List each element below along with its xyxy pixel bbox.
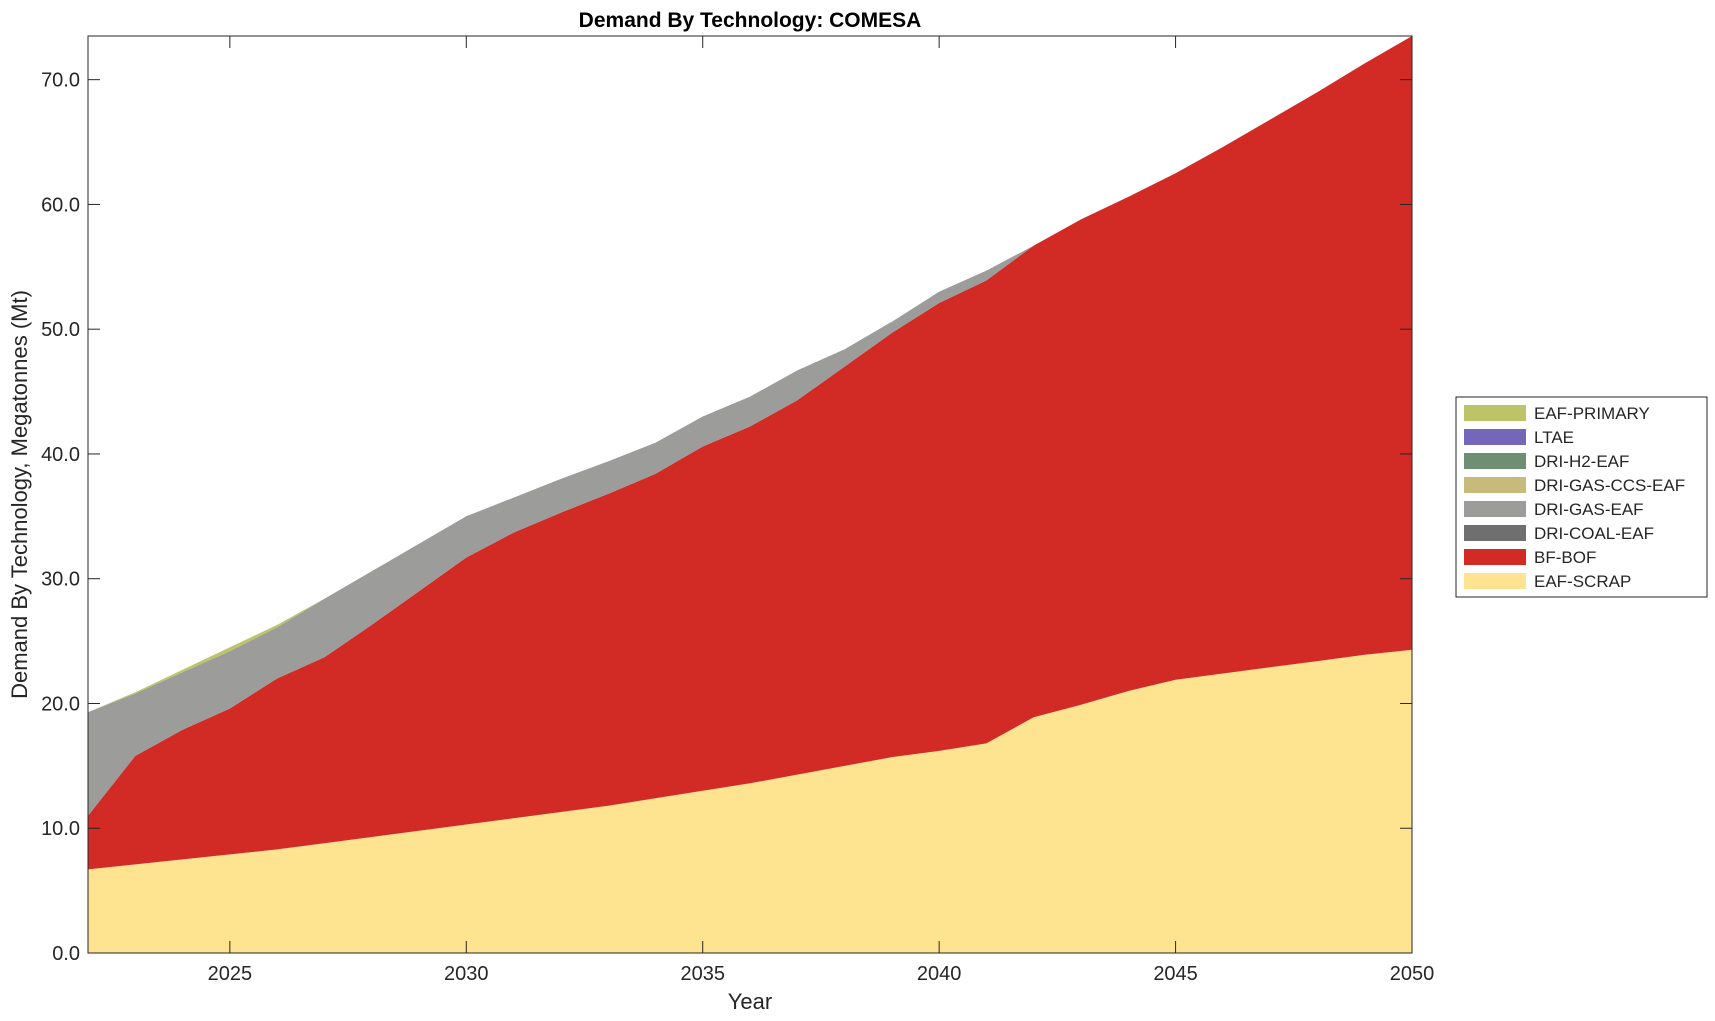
x-tick-label: 2025	[208, 963, 253, 985]
x-axis: 2025 2030 2035 2040 2045 2050	[208, 36, 1435, 985]
x-tick-label: 2035	[680, 963, 725, 985]
y-tick-label: 70.0	[41, 70, 80, 92]
legend-swatch-eaf-primary	[1464, 405, 1526, 421]
x-tick-label: 2050	[1390, 963, 1435, 985]
legend-label-dri-h2-eaf: DRI-H2-EAF	[1534, 452, 1629, 471]
y-tick-label: 0.0	[52, 943, 80, 965]
legend-swatch-ltae	[1464, 429, 1526, 445]
x-tick-label: 2045	[1153, 963, 1198, 985]
x-tick-label: 2030	[444, 963, 489, 985]
y-tick-label: 40.0	[41, 444, 80, 466]
y-tick-label: 60.0	[41, 194, 80, 216]
legend-label-eaf-primary: EAF-PRIMARY	[1534, 404, 1650, 423]
legend-label-dri-gas-ccs-eaf: DRI-GAS-CCS-EAF	[1534, 476, 1685, 495]
y-tick-label: 50.0	[41, 319, 80, 341]
legend-swatch-dri-h2-eaf	[1464, 453, 1526, 469]
area-dri-gas-eaf	[88, 36, 1412, 816]
y-axis: 0.0 10.0 20.0 30.0 40.0 50.0 60.0 70.0	[41, 70, 1412, 965]
legend: EAF-PRIMARY LTAE DRI-H2-EAF DRI-GAS-CCS-EAF…	[1455, 396, 1708, 598]
legend-swatch-dri-coal-eaf	[1464, 525, 1526, 541]
x-axis-title: Year	[728, 989, 772, 1014]
x-tick-label: 2040	[917, 963, 962, 985]
legend-label-dri-coal-eaf: DRI-COAL-EAF	[1534, 524, 1654, 543]
legend-box	[1455, 396, 1708, 598]
legend-label-dri-gas-eaf: DRI-GAS-EAF	[1534, 500, 1644, 519]
legend-swatch-dri-gas-eaf	[1464, 501, 1526, 517]
legend-label-bf-bof: BF-BOF	[1534, 548, 1596, 567]
y-tick-label: 20.0	[41, 693, 80, 715]
y-axis-title: Demand By Technology, Megatonnes (Mt)	[7, 290, 32, 699]
plot-frame	[87, 35, 1413, 954]
chart-title: Demand By Technology: COMESA	[579, 9, 922, 32]
legend-label-eaf-scrap: EAF-SCRAP	[1534, 572, 1631, 591]
area-series-group	[88, 36, 1412, 953]
y-tick-label: 30.0	[41, 569, 80, 591]
legend-label-ltae: LTAE	[1534, 428, 1574, 447]
legend-swatch-dri-gas-ccs-eaf	[1464, 477, 1526, 493]
y-tick-label: 10.0	[41, 818, 80, 840]
area-eaf-scrap	[88, 649, 1412, 953]
area-bf-bof	[88, 36, 1412, 870]
legend-swatch-bf-bof	[1464, 549, 1526, 565]
legend-swatch-eaf-scrap	[1464, 573, 1526, 589]
